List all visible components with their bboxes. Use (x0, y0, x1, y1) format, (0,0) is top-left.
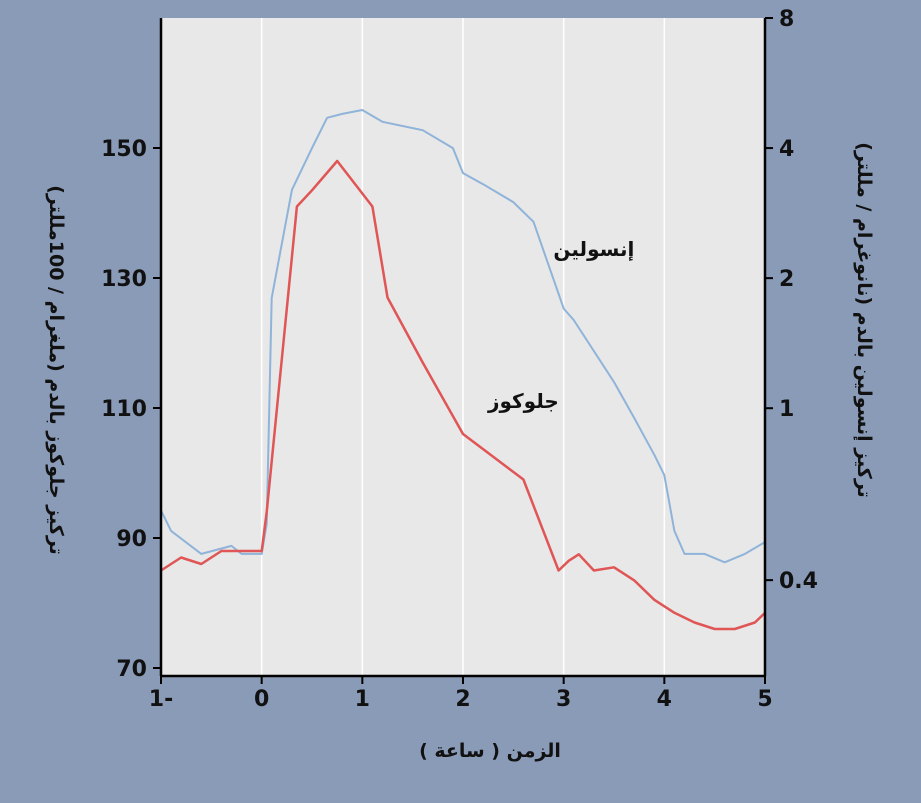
y-right-tick-label: 8 (779, 7, 794, 32)
x-tick-label: 1- (149, 687, 173, 712)
series-lines (160, 109, 766, 631)
y-left-tick-label: 130 (101, 267, 147, 292)
y-left-tick-label: 110 (101, 397, 147, 422)
x-tick-label: 1 (355, 687, 370, 712)
y-right-tick-label: 1 (779, 397, 794, 422)
y-left-tick-label: 90 (116, 527, 147, 552)
x-tick-label: 5 (757, 687, 772, 712)
y-right-tick-label: 2 (779, 267, 794, 292)
x-axis-title: الزمن ( ساعة ) (419, 740, 561, 762)
vertical-gridlines (260, 18, 666, 676)
y-left-tick-label: 150 (101, 137, 147, 162)
series-label-insulin: إنسولين (553, 237, 634, 261)
y-right-tick-label: 0.4 (779, 569, 818, 594)
series-line-glucose (160, 159, 766, 631)
x-tick-label: 0 (254, 687, 269, 712)
x-tick-label: 2 (455, 687, 470, 712)
tick-labels: 1- 0 1 2 3 4 5 70 90 110 130 150 0.4 1 2 4 8 (101, 7, 818, 712)
axes (153, 17, 773, 684)
y-axis-right-title: تركيز إنسولين بالدم (نانوغرام / مللتر) (853, 142, 875, 498)
y-right-tick-label: 4 (779, 137, 794, 162)
series-labels: إنسولين جلوكوز (487, 237, 634, 413)
series-label-glucose: جلوكوز (487, 389, 559, 413)
y-axis-left-title: تركيز جلوكوز بالدم (ملغرام / 100مللتر) (45, 185, 67, 555)
x-tick-label: 4 (657, 687, 672, 712)
y-left-tick-label: 70 (116, 657, 147, 682)
x-tick-label: 3 (556, 687, 571, 712)
